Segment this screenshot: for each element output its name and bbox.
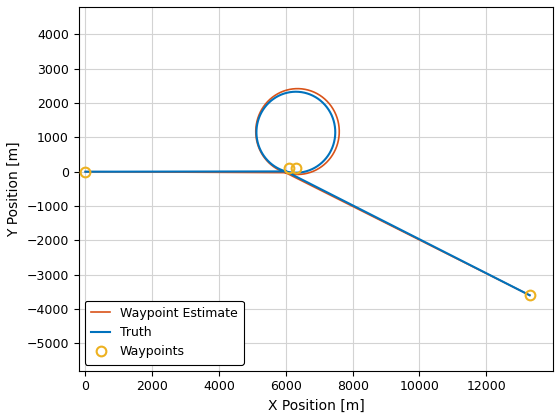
- Line: Waypoint Estimate: Waypoint Estimate: [86, 89, 530, 295]
- Truth: [526, 293, 533, 298]
- Waypoints: [292, 166, 299, 171]
- Truth: [258, 111, 264, 116]
- Waypoint Estimate: [189, 170, 195, 175]
- Waypoints: [286, 166, 292, 171]
- Y-axis label: Y Position [m]: Y Position [m]: [7, 141, 21, 237]
- Waypoint Estimate: [320, 95, 326, 100]
- Truth: [327, 150, 334, 155]
- Waypoint Estimate: [526, 293, 533, 298]
- Line: Truth: Truth: [86, 92, 530, 295]
- Truth: [292, 89, 299, 94]
- Waypoint Estimate: [294, 86, 301, 91]
- Waypoint Estimate: [82, 169, 89, 174]
- Truth: [82, 169, 89, 174]
- Waypoint Estimate: [266, 97, 273, 102]
- Waypoints: [82, 169, 89, 174]
- Waypoint Estimate: [217, 170, 224, 175]
- Truth: [316, 97, 323, 102]
- Waypoints: [526, 293, 533, 298]
- Truth: [265, 101, 272, 106]
- Waypoint Estimate: [330, 152, 337, 157]
- Waypoint Estimate: [258, 108, 265, 113]
- Line: Waypoints: Waypoints: [81, 163, 535, 300]
- Truth: [189, 169, 195, 174]
- Truth: [217, 169, 224, 174]
- Legend: Waypoint Estimate, Truth, Waypoints: Waypoint Estimate, Truth, Waypoints: [85, 301, 244, 365]
- X-axis label: X Position [m]: X Position [m]: [268, 399, 364, 413]
